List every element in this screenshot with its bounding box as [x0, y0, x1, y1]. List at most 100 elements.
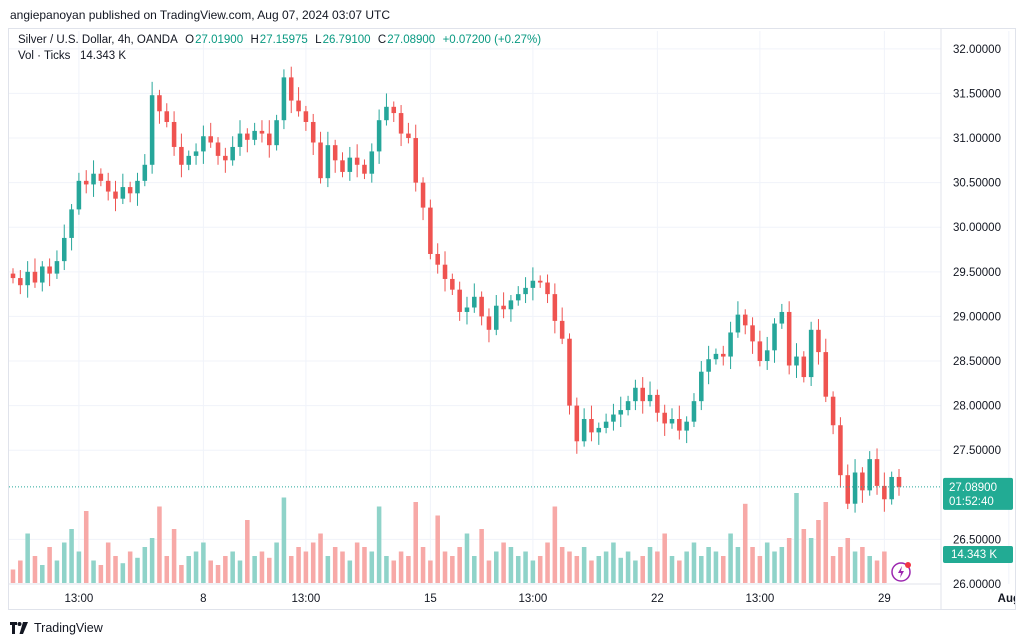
volume-bar: [428, 560, 433, 583]
volume-bar: [699, 556, 704, 583]
volume-bar: [142, 547, 148, 583]
candle-body: [450, 278, 455, 290]
last-price-badge: [943, 477, 1013, 510]
chart-legend: Silver / U.S. Dollar, 4h, OANDA O27.0190…: [18, 34, 542, 46]
volume-bar: [406, 556, 411, 583]
last-price-label: 27.08900: [949, 482, 997, 494]
volume-bar: [303, 551, 309, 583]
volume-bar: [472, 556, 477, 583]
candle-body: [179, 146, 184, 165]
candle-body: [896, 476, 902, 487]
volume-bar: [135, 557, 140, 583]
candle-body: [618, 410, 624, 415]
candle-body: [889, 476, 894, 500]
volume-bar: [325, 556, 331, 583]
candle-body: [237, 133, 243, 147]
candle-body: [735, 314, 741, 333]
volume-bar: [435, 515, 440, 583]
candle-body: [25, 271, 30, 286]
y-tick-label: 31.50000: [953, 88, 1001, 100]
candle-body: [113, 191, 118, 199]
volume-legend-label[interactable]: Vol · Ticks: [18, 50, 71, 62]
x-tick-label: 13:00: [518, 593, 547, 605]
volume-bar: [245, 520, 250, 583]
candle-body: [230, 146, 235, 161]
legend-h-label: H: [250, 34, 259, 46]
volume-bar: [567, 551, 572, 583]
candle-body: [611, 414, 616, 422]
volume-bar: [860, 547, 865, 583]
candle-body: [164, 111, 170, 122]
candle-body: [713, 353, 719, 360]
candle-body: [347, 157, 353, 172]
candle-body: [310, 121, 316, 143]
legend-symbol[interactable]: Silver / U.S. Dollar, 4h, OANDA: [18, 34, 178, 46]
candle-body: [633, 387, 638, 402]
volume-bar: [157, 506, 162, 583]
legend-c-value: 27.08900: [387, 34, 436, 46]
candle-body: [552, 294, 558, 321]
candle-body: [530, 280, 536, 288]
volume-bar: [230, 551, 235, 583]
volume-bar: [581, 547, 587, 583]
candle-body: [457, 289, 462, 312]
volume-bar: [779, 547, 785, 583]
volume-bar: [772, 551, 777, 583]
y-tick-label: 26.00000: [953, 579, 1001, 591]
volume-bar: [669, 556, 675, 583]
y-tick-label: 29.50000: [953, 267, 1001, 279]
volume-bar: [618, 557, 624, 583]
volume-bar: [691, 542, 697, 583]
candle-body: [706, 359, 711, 372]
volume-bar: [757, 556, 763, 583]
candle-body: [303, 111, 309, 122]
volume-legend: Vol · Ticks 14.343 K: [18, 50, 126, 62]
footer: TradingView: [10, 618, 103, 638]
candle-body: [684, 421, 689, 431]
volume-legend-value: 14.343 K: [80, 50, 127, 62]
volume-bar: [713, 551, 719, 583]
volume-bar: [706, 547, 711, 583]
footer-brand[interactable]: TradingView: [34, 621, 103, 635]
volume-bar: [54, 560, 60, 583]
candle-body: [281, 77, 287, 121]
volume-bar: [105, 542, 111, 583]
volume-bar: [47, 547, 52, 583]
candle-body: [369, 151, 375, 174]
legend-h-value: 27.15975: [259, 34, 308, 46]
y-tick-label: 28.00000: [953, 401, 1001, 413]
candle-body: [376, 120, 382, 152]
volume-bar: [501, 542, 506, 583]
candle-body: [215, 142, 221, 156]
candle-body: [537, 280, 543, 283]
candle-body: [40, 266, 45, 283]
volume-bar: [113, 556, 118, 583]
chart-frame[interactable]: 32.00000 31.50000 31.00000 30.50000 30.00000…: [8, 28, 1016, 610]
volume-bar: [589, 560, 594, 583]
candle-body: [442, 264, 448, 279]
y-tick-label: 28.50000: [953, 356, 1001, 368]
volume-bar: [640, 556, 645, 583]
candle-body: [545, 282, 550, 295]
candle-body: [625, 401, 631, 411]
candle-body: [61, 237, 67, 262]
candle-body: [420, 182, 426, 208]
price-chart[interactable]: 32.00000 31.50000 31.00000 30.50000 30.00000…: [9, 29, 1015, 609]
volume-bar: [347, 560, 353, 583]
y-tick-label: 26.50000: [953, 534, 1001, 546]
candle-body: [98, 173, 104, 181]
volume-bar: [354, 542, 360, 583]
volume-bar: [728, 533, 733, 583]
volume-bar: [91, 560, 96, 583]
candle-body: [142, 164, 148, 181]
candle-body: [647, 394, 653, 402]
candle-body: [640, 387, 645, 402]
volume-bar: [296, 547, 301, 583]
volume-bar: [318, 533, 323, 583]
x-tick-label: 22: [651, 593, 664, 605]
candle-body: [838, 425, 843, 476]
candle-body: [472, 296, 477, 308]
candle-body: [464, 307, 470, 312]
candle-body: [318, 142, 323, 179]
candle-body: [596, 427, 602, 433]
